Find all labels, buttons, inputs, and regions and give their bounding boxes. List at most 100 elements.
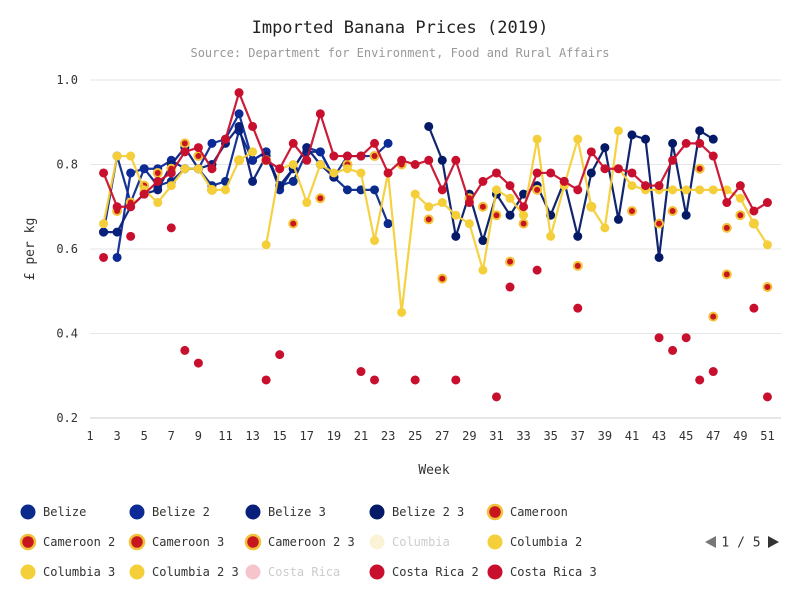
data-point — [749, 206, 759, 216]
data-point — [234, 121, 244, 131]
x-tick-label: 25 — [408, 429, 422, 443]
data-point — [668, 138, 678, 148]
plot-area[interactable] — [99, 88, 773, 402]
data-point — [383, 138, 393, 148]
data-point — [491, 168, 501, 178]
data-point — [261, 375, 271, 385]
data-point — [451, 155, 461, 165]
pager-next-icon[interactable] — [768, 536, 779, 548]
data-point — [370, 185, 380, 195]
data-point — [695, 138, 705, 148]
legend-item[interactable]: Cameroon — [486, 503, 568, 521]
legend-label: Cameroon 2 — [43, 535, 115, 549]
data-point — [288, 176, 298, 186]
legend-marker — [486, 503, 504, 521]
pager-prev-icon[interactable] — [705, 536, 716, 548]
data-point — [668, 185, 678, 195]
data-point — [193, 143, 203, 153]
legend-marker — [128, 533, 146, 551]
legend-label: Columbia 2 — [510, 535, 582, 549]
data-point — [356, 367, 366, 377]
data-point — [505, 193, 515, 203]
data-point — [207, 138, 217, 148]
data-point — [342, 151, 352, 161]
data-point — [613, 214, 623, 224]
legend-item[interactable]: Columbia 2 3 — [129, 564, 239, 580]
x-tick-label: 15 — [272, 429, 286, 443]
data-point — [491, 185, 501, 195]
data-point — [613, 164, 623, 174]
data-point — [315, 109, 325, 119]
series-line — [102, 129, 390, 233]
legend-item[interactable]: Belize 2 3 — [369, 504, 464, 520]
data-point — [478, 265, 488, 275]
data-point — [329, 168, 339, 178]
data-point — [695, 185, 705, 195]
x-tick-label: 45 — [679, 429, 693, 443]
data-point — [234, 88, 244, 98]
legend-label: Belize 2 — [152, 505, 210, 519]
data-point — [424, 121, 434, 131]
data-point — [180, 147, 190, 157]
x-tick-label: 5 — [141, 429, 148, 443]
data-point — [112, 227, 122, 237]
legend-item[interactable]: Columbia 2 — [487, 534, 582, 550]
legend-item[interactable]: Columbia 3 — [20, 564, 115, 580]
data-point — [126, 168, 136, 178]
data-point — [437, 198, 447, 208]
data-point — [762, 392, 772, 402]
x-tick-label: 43 — [652, 429, 666, 443]
series-2 — [99, 121, 339, 237]
y-tick-label: 0.4 — [56, 327, 78, 341]
data-point — [126, 202, 136, 212]
legend-marker — [129, 504, 145, 520]
data-point — [342, 185, 352, 195]
data-point — [627, 130, 637, 140]
data-point — [478, 176, 488, 186]
data-point — [112, 202, 122, 212]
data-point — [668, 155, 678, 165]
x-tick-label: 3 — [113, 429, 120, 443]
legend-label: Columbia — [392, 535, 450, 549]
data-point — [288, 138, 298, 148]
data-point — [275, 164, 285, 174]
y-tick-label: 1.0 — [56, 73, 78, 87]
x-tick-label: 29 — [462, 429, 476, 443]
x-tick-label: 35 — [543, 429, 557, 443]
axes: 0.20.40.60.81.01 3 5 7 9 11 13 15 17 19 21 23 25 27 29… — [56, 73, 774, 443]
legend-item[interactable]: Costa Rica 3 — [487, 564, 597, 580]
data-point — [586, 168, 596, 178]
data-point — [721, 222, 732, 233]
data-point — [220, 185, 230, 195]
legend-marker — [369, 564, 385, 580]
legend-item[interactable]: Cameroon 3 — [128, 533, 224, 551]
data-point — [641, 134, 651, 144]
legend-marker — [245, 564, 261, 580]
data-point — [762, 198, 772, 208]
data-point — [654, 181, 664, 191]
x-tick-label: 37 — [571, 429, 585, 443]
legend-marker — [20, 504, 36, 520]
data-point — [302, 155, 312, 165]
data-point — [695, 375, 705, 385]
data-point — [193, 358, 203, 368]
data-point — [546, 168, 556, 178]
legend-item[interactable]: Cameroon 2 — [19, 533, 115, 551]
data-point — [248, 147, 258, 157]
series-6 — [152, 163, 746, 225]
data-point — [234, 155, 244, 165]
legend-item[interactable]: Belize 2 — [129, 504, 210, 520]
legend-label: Belize 3 — [268, 505, 326, 519]
data-point — [410, 375, 420, 385]
x-tick-label: 39 — [598, 429, 612, 443]
legend-item[interactable]: Cameroon 2 3 — [244, 533, 355, 551]
legend-item[interactable]: Costa Rica 2 — [369, 564, 479, 580]
legend-item[interactable]: Belize 3 — [245, 504, 326, 520]
data-point — [370, 138, 380, 148]
data-point — [654, 333, 664, 343]
legend-item[interactable]: Costa Rica — [245, 564, 340, 580]
legend-item[interactable]: Belize — [20, 504, 86, 520]
legend-item[interactable]: Columbia — [369, 534, 450, 550]
data-point — [423, 214, 434, 225]
data-point — [627, 181, 637, 191]
